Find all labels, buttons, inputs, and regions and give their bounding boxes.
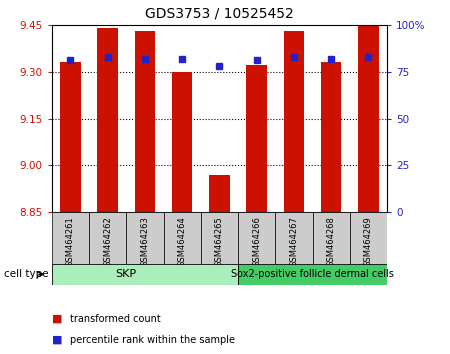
- Bar: [247, 65, 267, 212]
- Bar: [238, 212, 275, 264]
- Text: GSM464264: GSM464264: [178, 217, 187, 267]
- Bar: [89, 212, 126, 264]
- Text: GSM464268: GSM464268: [327, 217, 336, 267]
- Bar: [172, 72, 192, 212]
- Bar: [350, 212, 387, 264]
- Bar: [135, 31, 155, 212]
- Text: GSM464262: GSM464262: [103, 217, 112, 267]
- Bar: [52, 212, 89, 264]
- Text: GSM464263: GSM464263: [140, 217, 149, 267]
- Bar: [163, 212, 201, 264]
- Text: transformed count: transformed count: [70, 314, 161, 324]
- Bar: [209, 175, 230, 212]
- Bar: [126, 212, 163, 264]
- Text: GSM464267: GSM464267: [289, 217, 298, 267]
- Title: GDS3753 / 10525452: GDS3753 / 10525452: [145, 7, 294, 21]
- Text: percentile rank within the sample: percentile rank within the sample: [70, 335, 235, 345]
- Text: GSM464269: GSM464269: [364, 217, 373, 267]
- Bar: [60, 62, 81, 212]
- Bar: [201, 212, 238, 264]
- Bar: [358, 25, 378, 212]
- Bar: [312, 212, 350, 264]
- Text: ■: ■: [52, 335, 62, 345]
- Text: GSM464265: GSM464265: [215, 217, 224, 267]
- Bar: [97, 28, 118, 212]
- Bar: [284, 31, 304, 212]
- Bar: [238, 264, 405, 285]
- Text: SKP: SKP: [116, 269, 137, 279]
- Text: ■: ■: [52, 314, 62, 324]
- Bar: [321, 62, 342, 212]
- Bar: [275, 212, 312, 264]
- Text: Sox2-positive follicle dermal cells: Sox2-positive follicle dermal cells: [231, 269, 394, 279]
- Bar: [52, 264, 238, 285]
- Text: GSM464266: GSM464266: [252, 217, 261, 267]
- Text: GSM464261: GSM464261: [66, 217, 75, 267]
- Text: cell type: cell type: [4, 269, 49, 279]
